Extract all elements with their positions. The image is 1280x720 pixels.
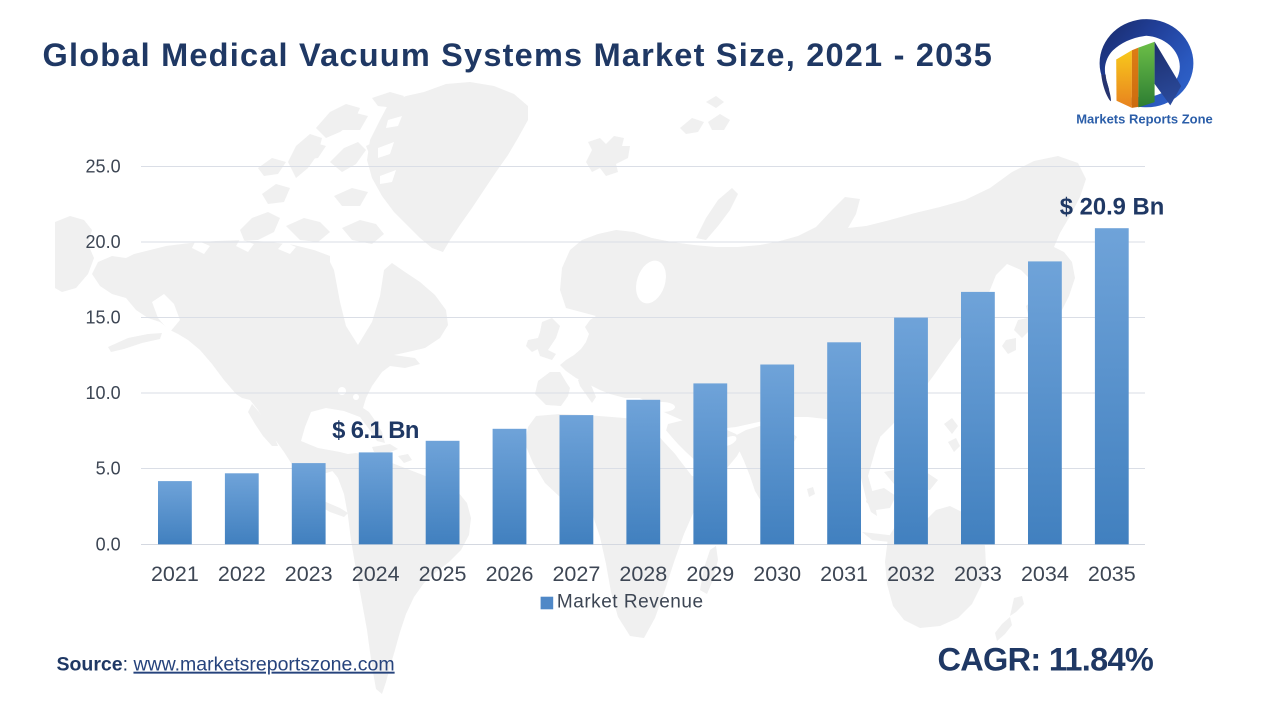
svg-text:2031: 2031 (820, 562, 868, 586)
svg-text:2035: 2035 (1088, 562, 1136, 586)
svg-text:$ 20.9 Bn: $ 20.9 Bn (1060, 194, 1165, 221)
svg-text:10.0: 10.0 (86, 383, 121, 403)
svg-text:Markets Reports Zone: Markets Reports Zone (1076, 112, 1213, 127)
svg-text:25.0: 25.0 (86, 157, 121, 177)
svg-text:2021: 2021 (151, 562, 199, 586)
svg-text:2034: 2034 (1021, 562, 1069, 586)
svg-text:Market Revenue: Market Revenue (557, 592, 704, 613)
svg-text:2028: 2028 (619, 562, 667, 586)
svg-text:0.0: 0.0 (96, 535, 121, 555)
svg-text:2024: 2024 (352, 562, 400, 586)
svg-text:$ 6.1 Bn: $ 6.1 Bn (332, 417, 419, 444)
svg-text:5.0: 5.0 (96, 459, 121, 479)
svg-text:2033: 2033 (954, 562, 1002, 586)
svg-text:2032: 2032 (887, 562, 935, 586)
svg-text:CAGR: 11.84%: CAGR: 11.84% (938, 642, 1154, 678)
svg-text:2023: 2023 (285, 562, 333, 586)
svg-text:2030: 2030 (753, 562, 801, 586)
svg-text:2026: 2026 (486, 562, 534, 586)
svg-text:2027: 2027 (552, 562, 600, 586)
svg-text:2025: 2025 (419, 562, 467, 586)
svg-text:2029: 2029 (686, 562, 734, 586)
svg-text:15.0: 15.0 (86, 308, 121, 328)
svg-text:Source: www.marketsreportszone: Source: www.marketsreportszone.com (57, 654, 395, 676)
svg-text:Global Medical Vacuum Systems: Global Medical Vacuum Systems Market Siz… (43, 37, 994, 73)
svg-text:20.0: 20.0 (86, 232, 121, 252)
svg-text:2022: 2022 (218, 562, 266, 586)
